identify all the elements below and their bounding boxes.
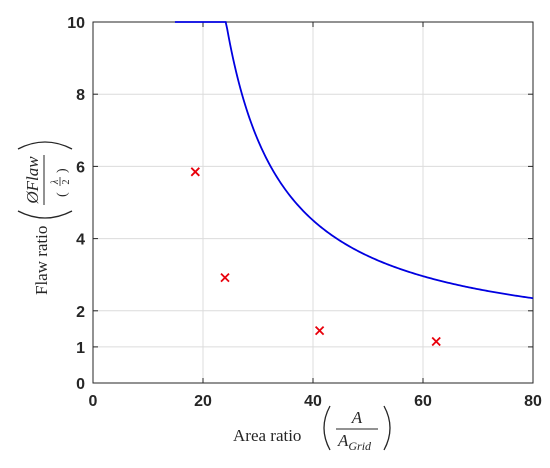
x-label-left-paren bbox=[323, 405, 331, 451]
y-tick-label: 4 bbox=[76, 232, 85, 249]
x-label-denominator: AGrid bbox=[337, 431, 372, 453]
y-label-numerator: ØFlaw bbox=[23, 156, 42, 205]
y-tick-labels: 0 1 2 4 6 8 10 bbox=[67, 15, 85, 393]
y-label-right-paren bbox=[17, 141, 73, 150]
y-label-denom-close: ) bbox=[55, 168, 70, 173]
x-axis-label: Area ratio A AGrid bbox=[233, 405, 391, 453]
data-point-marker bbox=[220, 272, 230, 283]
x-axis-label-text: Area ratio bbox=[233, 426, 301, 445]
data-markers bbox=[190, 167, 441, 347]
y-label-denom-den: 2 bbox=[61, 180, 72, 185]
data-point-marker bbox=[190, 167, 200, 177]
fit-curve-layer bbox=[174, 21, 534, 300]
x-tick-label: 60 bbox=[414, 393, 432, 410]
fit-curve bbox=[174, 21, 534, 300]
x-label-denominator-base: A bbox=[337, 431, 349, 450]
x-tick-labels: 0 20 40 60 80 bbox=[89, 393, 542, 410]
x-label-numerator: A bbox=[351, 408, 363, 427]
y-label-denom-num: λ bbox=[50, 179, 61, 185]
y-tick-label: 1 bbox=[76, 340, 85, 357]
x-tick-label: 20 bbox=[194, 393, 212, 410]
x-tick-label: 0 bbox=[89, 393, 98, 410]
x-tick-label: 40 bbox=[304, 393, 322, 410]
y-label-left-paren bbox=[17, 210, 73, 219]
y-tick-label: 0 bbox=[76, 376, 85, 393]
grid-lines bbox=[93, 22, 533, 383]
data-point-marker bbox=[314, 326, 325, 336]
y-tick-label: 8 bbox=[76, 87, 85, 104]
data-point-marker bbox=[431, 336, 441, 347]
x-tick-label: 80 bbox=[524, 393, 542, 410]
y-tick-label: 10 bbox=[67, 15, 85, 32]
y-axis-label: Flaw ratio ØFlaw ( λ 2 ) bbox=[17, 141, 73, 295]
y-tick-label: 6 bbox=[76, 159, 85, 176]
x-label-denominator-sub: Grid bbox=[348, 439, 372, 453]
y-label-denom-open: ( bbox=[55, 192, 70, 197]
x-label-right-paren bbox=[383, 405, 391, 451]
y-axis-label-text: Flaw ratio bbox=[32, 226, 51, 295]
y-tick-label: 2 bbox=[76, 304, 85, 321]
